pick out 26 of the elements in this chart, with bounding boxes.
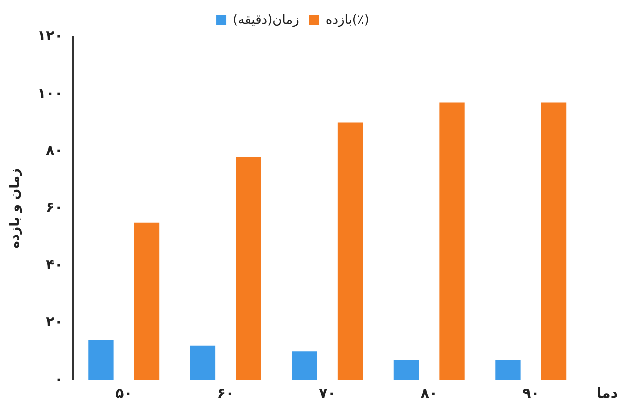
- bar: [440, 102, 465, 380]
- bar: [292, 352, 318, 380]
- y-axis-title: زمان و بازده: [8, 168, 24, 249]
- y-tick-label: ۲۰: [46, 314, 64, 331]
- bar: [236, 157, 262, 380]
- x-axis-title: دما: [596, 386, 618, 402]
- x-tick-label: ۸۰: [420, 386, 438, 402]
- bar: [394, 360, 420, 380]
- y-tick-label: ۴۰: [46, 257, 64, 274]
- bar: [190, 346, 216, 380]
- x-tick-label: ۶۰: [217, 386, 234, 402]
- bar: [541, 102, 567, 380]
- y-tick-label: ۰: [54, 372, 64, 388]
- y-tick-label: ۱۰۰: [38, 86, 64, 102]
- y-tick-label: ۶۰: [46, 200, 64, 216]
- legend-label: بازده(٪): [326, 12, 370, 28]
- x-tick-label: ۵۰: [116, 386, 133, 402]
- bar: [88, 340, 114, 380]
- x-tick-label: ۹۰: [522, 386, 540, 402]
- bar: [496, 360, 521, 380]
- bar: [134, 222, 160, 380]
- y-tick-label: ۸۰: [46, 143, 64, 160]
- bar: [338, 122, 364, 380]
- y-tick-label: ۱۲۰: [38, 28, 64, 45]
- legend-label: زمان(دقیقه): [233, 12, 300, 28]
- x-tick-label: ۷۰: [319, 386, 336, 402]
